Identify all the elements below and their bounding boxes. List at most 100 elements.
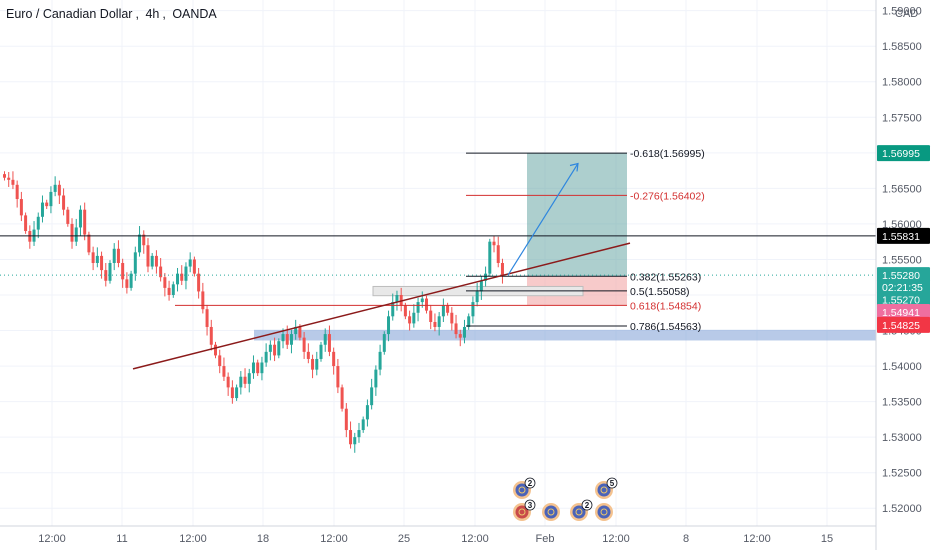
y-axis[interactable]: 1.590001.585001.580001.575001.570001.565… bbox=[882, 6, 922, 516]
candle bbox=[188, 252, 192, 273]
event-icon[interactable] bbox=[542, 503, 560, 521]
fib-level[interactable]: -0.276(1.56402) bbox=[466, 190, 705, 202]
fib-level[interactable]: 0.382(1.55263) bbox=[466, 271, 701, 283]
candle bbox=[159, 258, 163, 282]
candle bbox=[323, 328, 327, 352]
svg-text:1.55270: 1.55270 bbox=[882, 294, 920, 306]
x-tick-label: 8 bbox=[683, 533, 689, 545]
economic-events[interactable]: 2 3 2 5 bbox=[513, 477, 618, 521]
candle bbox=[28, 225, 32, 249]
candle bbox=[370, 378, 374, 410]
fib-level[interactable]: 0.786(1.54563) bbox=[466, 321, 701, 333]
event-icon[interactable]: 5 bbox=[595, 477, 618, 499]
support-zone[interactable] bbox=[254, 329, 876, 341]
candle bbox=[57, 180, 61, 205]
candle bbox=[340, 384, 344, 412]
candle bbox=[374, 365, 378, 396]
y-tick-label: 1.53500 bbox=[882, 397, 922, 409]
event-icon[interactable] bbox=[595, 503, 613, 521]
candle bbox=[315, 351, 319, 376]
candle bbox=[382, 331, 386, 355]
candle bbox=[395, 290, 399, 311]
svg-text:1.55280: 1.55280 bbox=[882, 270, 920, 282]
event-icon[interactable]: 2 bbox=[513, 477, 536, 499]
arrow-head bbox=[569, 162, 579, 172]
candle bbox=[83, 202, 87, 241]
candle bbox=[332, 347, 336, 375]
candle bbox=[66, 206, 70, 227]
candles bbox=[3, 171, 504, 453]
trendline[interactable] bbox=[132, 242, 631, 370]
x-axis[interactable]: 12:00 11 12:00 18 12:00 25 12:00 Feb 12:00 8 12:00… bbox=[38, 533, 833, 545]
candle bbox=[391, 293, 395, 321]
target-zone[interactable] bbox=[527, 153, 627, 277]
svg-text:02:21:35: 02:21:35 bbox=[882, 282, 923, 294]
y-tick-label: 1.52500 bbox=[882, 468, 922, 480]
candle bbox=[100, 251, 104, 279]
candle bbox=[62, 188, 66, 216]
candle bbox=[450, 307, 454, 331]
fib-level[interactable]: 0.618(1.54854) bbox=[175, 300, 701, 312]
candle bbox=[176, 267, 180, 292]
candle bbox=[91, 246, 95, 271]
fib-levels[interactable]: -0.618(1.56995) -0.276(1.56402) 0.382(1.55… bbox=[175, 148, 705, 333]
x-tick-label: 18 bbox=[257, 533, 269, 545]
candle bbox=[327, 325, 331, 357]
candle bbox=[40, 195, 44, 223]
candle bbox=[74, 218, 78, 246]
candle bbox=[163, 272, 167, 297]
fib-level[interactable]: -0.618(1.56995) bbox=[466, 148, 705, 160]
event-count: 5 bbox=[610, 479, 615, 488]
fib-label: 0.5(1.55058) bbox=[630, 286, 690, 298]
candle bbox=[441, 298, 445, 322]
y-tick-label: 1.54000 bbox=[882, 361, 922, 373]
candle bbox=[311, 354, 315, 379]
candle bbox=[3, 171, 6, 181]
candle bbox=[15, 180, 19, 208]
y-tick-label: 1.52000 bbox=[882, 503, 922, 515]
event-icon[interactable]: 2 bbox=[570, 499, 593, 521]
fib-level[interactable]: 0.5(1.55058) bbox=[466, 286, 690, 298]
candle bbox=[45, 199, 49, 209]
candle bbox=[36, 212, 40, 239]
svg-text:1.54941: 1.54941 bbox=[882, 307, 920, 319]
candle bbox=[53, 176, 57, 197]
price-tag: 1.54825 bbox=[877, 316, 930, 333]
candle bbox=[251, 355, 255, 379]
candle bbox=[133, 246, 137, 281]
candle bbox=[302, 331, 306, 359]
candle bbox=[116, 240, 120, 268]
x-tick-label: 12:00 bbox=[461, 533, 489, 545]
event-count: 2 bbox=[528, 479, 533, 488]
y-tick-label: 1.57500 bbox=[882, 112, 922, 124]
candle bbox=[209, 319, 213, 351]
candle bbox=[230, 380, 234, 404]
price-tag: 1.55831 bbox=[877, 227, 930, 244]
x-tick-label: 12:00 bbox=[179, 533, 207, 545]
currency-label: CAD bbox=[895, 8, 918, 20]
candle bbox=[78, 205, 82, 236]
candle bbox=[344, 403, 348, 438]
candle bbox=[95, 247, 99, 268]
candle bbox=[378, 344, 382, 376]
candle bbox=[408, 310, 412, 331]
candle bbox=[222, 357, 226, 381]
candle bbox=[142, 230, 146, 254]
fib-label: 0.618(1.54854) bbox=[630, 300, 701, 312]
candle bbox=[7, 172, 11, 187]
interval: 4h bbox=[145, 7, 160, 21]
candle bbox=[462, 319, 466, 344]
candle bbox=[289, 329, 293, 354]
projection-arrow[interactable] bbox=[507, 162, 579, 276]
candle bbox=[70, 218, 74, 249]
candle bbox=[475, 282, 479, 307]
candle bbox=[488, 238, 492, 277]
event-icon[interactable]: 3 bbox=[513, 499, 536, 521]
candle bbox=[260, 356, 264, 381]
fib-label: -0.276(1.56402) bbox=[630, 190, 705, 202]
price-tag: 1.54941 bbox=[877, 304, 930, 321]
y-tick-label: 1.55500 bbox=[882, 254, 922, 266]
candle bbox=[112, 243, 116, 271]
candle bbox=[336, 358, 340, 394]
